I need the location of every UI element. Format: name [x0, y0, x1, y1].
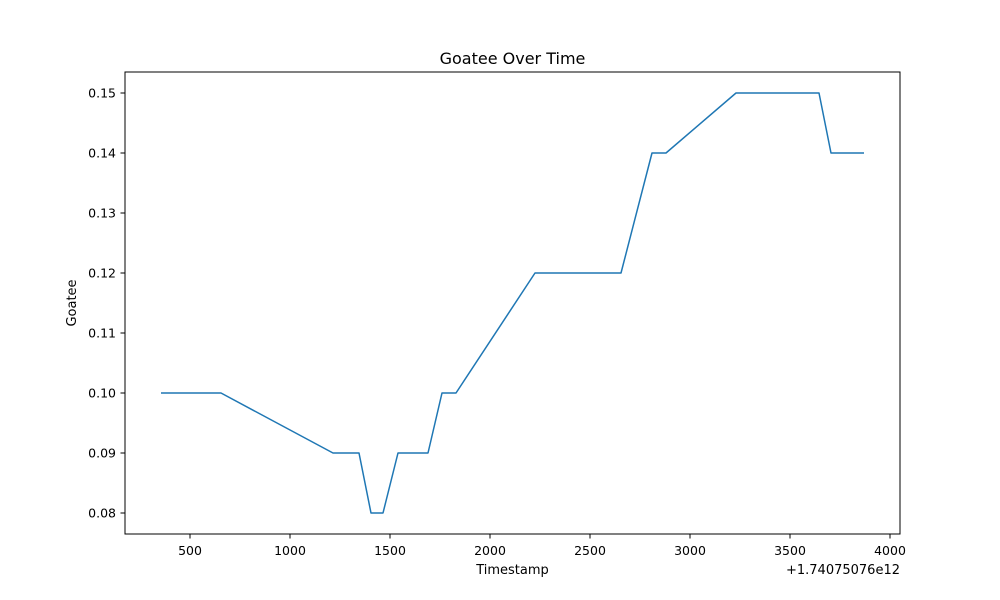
x-axis-label: Timestamp [475, 563, 549, 578]
x-tick-label: 4000 [874, 543, 906, 558]
y-axis-ticks: 0.08 0.09 0.10 0.11 0.12 0.13 0.14 0.15 [88, 86, 125, 521]
x-axis-ticks: 500 1000 1500 2000 2500 3000 3500 4000 [178, 534, 906, 558]
chart-title: Goatee Over Time [440, 49, 586, 68]
series-line [161, 92, 864, 514]
y-tick-label: 0.12 [88, 266, 116, 281]
y-tick-label: 0.15 [88, 86, 116, 101]
x-tick-label: 1000 [274, 543, 306, 558]
x-tick-label: 3500 [774, 543, 806, 558]
y-tick-label: 0.10 [88, 386, 116, 401]
x-tick-label: 2500 [574, 543, 606, 558]
y-tick-label: 0.13 [88, 206, 116, 221]
y-tick-label: 0.08 [88, 506, 116, 521]
x-tick-label: 500 [178, 543, 202, 558]
plot-area [125, 72, 900, 534]
y-tick-label: 0.09 [88, 446, 116, 461]
x-tick-label: 2000 [474, 543, 506, 558]
x-tick-label: 1500 [374, 543, 406, 558]
y-tick-label: 0.11 [88, 326, 116, 341]
y-tick-label: 0.14 [88, 146, 116, 161]
x-tick-label: 3000 [674, 543, 706, 558]
x-axis-offset-label: +1.74075076e12 [786, 563, 900, 578]
y-axis-label: Goatee [65, 279, 80, 326]
plot-frame [124, 71, 901, 535]
